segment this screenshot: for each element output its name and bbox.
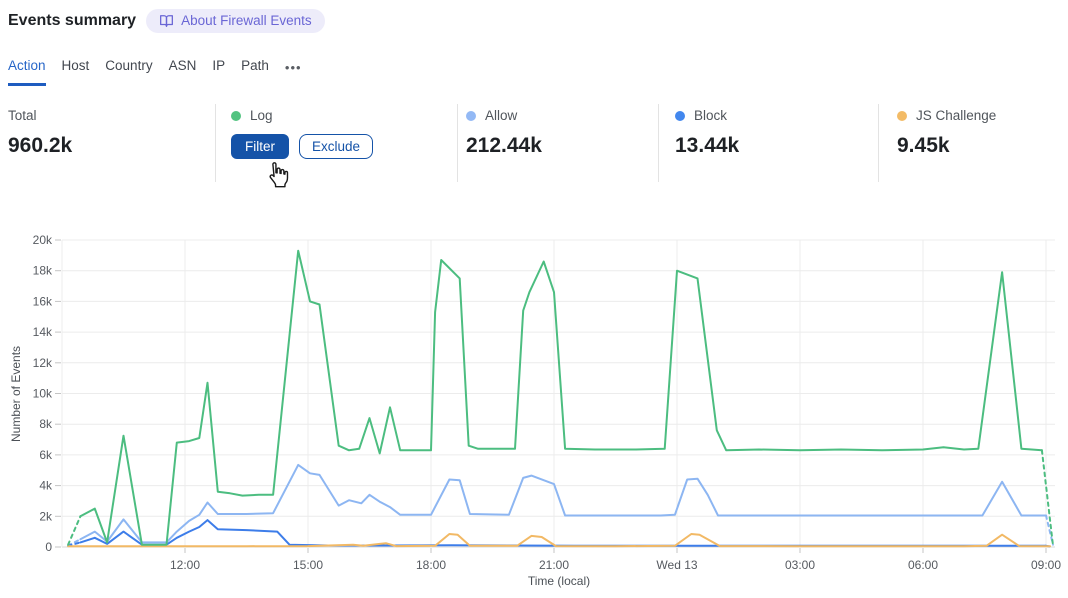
stat-value-js-challenge: 9.45k xyxy=(897,134,950,157)
stat-card-js-challenge[interactable]: JS Challenge 9.45k xyxy=(897,107,996,158)
svg-text:6k: 6k xyxy=(39,448,53,462)
stat-value-allow: 212.44k xyxy=(466,134,542,157)
svg-text:14k: 14k xyxy=(33,325,53,339)
stat-card-log[interactable]: Log Filter Exclude xyxy=(231,107,374,159)
series-line-log xyxy=(1040,449,1054,547)
tab-country[interactable]: Country xyxy=(105,58,153,73)
stat-card-block[interactable]: Block 13.44k xyxy=(675,107,739,158)
svg-text:21:00: 21:00 xyxy=(539,558,569,572)
tab-action[interactable]: Action xyxy=(8,58,46,86)
series-line-allow xyxy=(79,463,1047,544)
stat-value-total: 960.2k xyxy=(8,134,73,157)
svg-text:Time (local): Time (local) xyxy=(528,574,590,588)
divider xyxy=(878,104,879,182)
tab-path[interactable]: Path xyxy=(241,58,269,73)
svg-text:4k: 4k xyxy=(39,479,53,493)
more-tabs-button[interactable]: ••• xyxy=(284,60,302,75)
svg-text:12:00: 12:00 xyxy=(170,558,200,572)
stat-label-total: Total xyxy=(8,108,37,123)
svg-text:2k: 2k xyxy=(39,509,53,523)
stat-value-block: 13.44k xyxy=(675,134,740,157)
tab-host[interactable]: Host xyxy=(61,58,90,73)
js-challenge-series-dot xyxy=(897,111,907,121)
stat-card-total: Total 960.2k xyxy=(8,107,72,158)
allow-series-dot xyxy=(466,111,476,121)
series-line-log xyxy=(67,515,82,546)
svg-text:20k: 20k xyxy=(33,233,53,247)
svg-text:15:00: 15:00 xyxy=(293,558,323,572)
about-firewall-events-badge[interactable]: About Firewall Events xyxy=(146,9,325,33)
filter-button[interactable]: Filter xyxy=(231,134,289,159)
svg-text:09:00: 09:00 xyxy=(1031,558,1061,572)
stats-row: Total 960.2k Log Filter Exclude Allow 21… xyxy=(0,104,1068,190)
svg-text:18k: 18k xyxy=(33,264,53,278)
svg-text:03:00: 03:00 xyxy=(785,558,815,572)
stat-label-allow: Allow xyxy=(485,108,518,123)
summary-tabs: Action Host Country ASN IP Path ••• xyxy=(8,58,302,86)
stat-label-js-challenge: JS Challenge xyxy=(916,108,997,123)
block-series-dot xyxy=(675,111,685,121)
svg-text:Number of Events: Number of Events xyxy=(9,346,23,442)
svg-text:0: 0 xyxy=(45,540,52,554)
divider xyxy=(658,104,659,182)
svg-text:8k: 8k xyxy=(39,417,53,431)
header: Events summary About Firewall Events xyxy=(8,8,325,34)
svg-text:Wed 13: Wed 13 xyxy=(656,558,697,572)
about-badge-label: About Firewall Events xyxy=(181,13,312,28)
tab-ip[interactable]: IP xyxy=(212,58,226,73)
svg-text:12k: 12k xyxy=(33,356,53,370)
book-icon xyxy=(160,15,174,27)
divider xyxy=(215,104,216,182)
stat-label-log: Log xyxy=(250,108,273,123)
svg-text:18:00: 18:00 xyxy=(416,558,446,572)
svg-text:16k: 16k xyxy=(33,294,53,308)
svg-text:06:00: 06:00 xyxy=(908,558,938,572)
series-line-block xyxy=(79,519,1047,547)
svg-text:10k: 10k xyxy=(33,387,53,401)
divider xyxy=(457,104,458,182)
series-line-log xyxy=(79,249,1043,546)
series-line-js-challenge xyxy=(67,533,1052,548)
page-title: Events summary xyxy=(8,12,137,29)
events-time-series-chart: 0 2k 4k 6k 8k 10k 12k 14k 16k 18k 20k 12:00 15:00 18:… xyxy=(9,233,1061,588)
stat-card-allow[interactable]: Allow 212.44k xyxy=(466,107,542,158)
log-series-dot xyxy=(231,111,241,121)
exclude-button[interactable]: Exclude xyxy=(299,134,374,159)
stat-label-block: Block xyxy=(694,108,728,123)
tab-asn[interactable]: ASN xyxy=(168,58,197,73)
